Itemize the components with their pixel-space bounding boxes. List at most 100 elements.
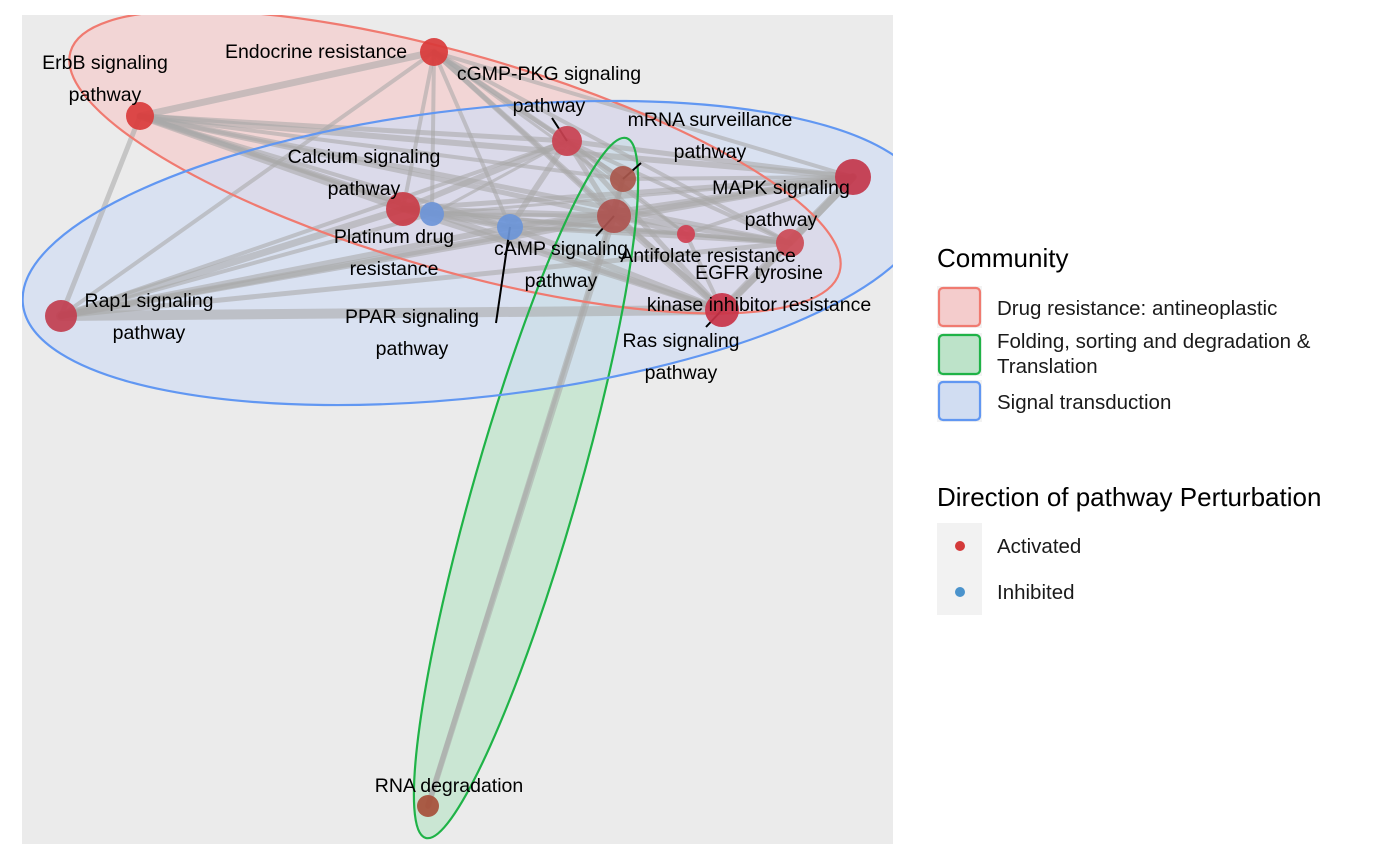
node-label-line: pathway — [69, 84, 142, 106]
node-label-mrna: mRNA surveillance pathway — [628, 109, 793, 163]
edge-cgmp-mapk — [564, 138, 856, 180]
node-label-ppar: PPAR signaling pathway — [345, 306, 479, 360]
node-label-line: Antifolate resistance — [620, 245, 796, 267]
node-label-line: resistance — [350, 258, 439, 280]
node-label-line: pathway — [525, 270, 598, 292]
node-label-ras: Ras signaling pathway — [622, 330, 739, 384]
nodes — [45, 38, 871, 817]
node-label-line: pathway — [513, 95, 586, 117]
node-mrna — [610, 166, 636, 192]
legend-community-swatch — [937, 333, 982, 376]
node-label-line: pathway — [745, 209, 818, 231]
node-label-line: pathway — [645, 362, 718, 384]
node-label-cgmp: cGMP-PKG signaling pathway — [457, 63, 641, 117]
edge-mapk-antifolate — [684, 175, 855, 236]
legend: Community Drug resistance: antineoplastic… — [937, 243, 1321, 615]
node-label-line: EGFR tyrosine — [695, 262, 823, 284]
community-hull-signal-transduction — [22, 99, 893, 407]
node-label-mapk: MAPK signaling pathway — [712, 177, 850, 231]
edge-erbb-egfr — [137, 113, 793, 246]
node-endocrine — [420, 38, 448, 66]
legend-label-line: Translation — [997, 355, 1098, 378]
node-mapk — [835, 159, 871, 195]
legend-community-label: Folding, sorting and degradation & Transl… — [997, 330, 1311, 378]
node-label-line: cAMP signaling — [494, 238, 628, 260]
legend-direction-title: Direction of pathway Perturbation — [937, 482, 1321, 512]
edge-erbb-rap1 — [58, 113, 143, 319]
node-rna-deg — [417, 795, 439, 817]
node-label-line: pathway — [328, 178, 401, 200]
node-label-line: Platinum drug — [334, 226, 454, 248]
node-label-erbb: ErbB signaling pathway — [42, 52, 168, 106]
edge-egfr-rap1 — [58, 240, 793, 319]
legend-dot-activated — [955, 541, 965, 551]
legend-community-swatch — [937, 286, 982, 328]
community-hull-drug-resistance — [68, 15, 842, 315]
node-labels: Endocrine resistance ErbB signaling pathwa… — [42, 41, 871, 797]
node-label-line: RNA degradation — [375, 775, 524, 797]
node-label-line: Calcium signaling — [288, 146, 441, 168]
edge-center-rna_deg — [425, 213, 617, 809]
node-center — [597, 199, 631, 233]
legend-community-title: Community — [937, 243, 1068, 273]
node-label-endocrine: Endocrine resistance — [225, 41, 407, 63]
edge-cgmp-platinum — [430, 139, 569, 216]
node-label-rap1: Rap1 signaling pathway — [84, 290, 213, 344]
edge-center-rap1 — [58, 213, 617, 319]
node-label-camp: cAMP signaling pathway — [494, 238, 628, 292]
node-ras — [705, 293, 739, 327]
edge-endocrine-erbb — [136, 48, 438, 120]
node-label-line: Ras signaling — [622, 330, 739, 352]
node-calcium — [386, 192, 420, 226]
edge-platinum-rap1 — [59, 212, 434, 318]
node-cgmp — [552, 126, 582, 156]
legend-direction-label: Activated — [997, 535, 1081, 558]
edge-center-ras — [610, 212, 726, 314]
edge-erbb-mrna — [138, 114, 625, 181]
node-label-line: Endocrine resistance — [225, 41, 407, 63]
node-label-line: kinase inhibitor resistance — [647, 294, 871, 316]
node-label-line: PPAR signaling — [345, 306, 479, 328]
legend-direction-label: Inhibited — [997, 581, 1075, 604]
edge-ras-rap1 — [56, 305, 727, 321]
node-label-egfr: EGFR tyrosine kinase inhibitor resistance — [647, 262, 871, 316]
edge-calcium-ras — [400, 206, 725, 313]
node-rap1 — [45, 300, 77, 332]
community-hull-outlines — [22, 15, 893, 840]
node-camp — [497, 214, 523, 240]
node-platinum — [420, 202, 444, 226]
legend-community-swatch — [937, 380, 982, 422]
node-label-antifolate: Antifolate resistance — [620, 245, 796, 267]
node-label-line: pathway — [674, 141, 747, 163]
node-antifolate — [677, 225, 695, 243]
community-hull-folding-translation — [412, 136, 640, 840]
node-label-line: Rap1 signaling — [84, 290, 213, 312]
legend-dot-inhibited — [955, 587, 965, 597]
node-label-line: mRNA surveillance — [628, 109, 793, 131]
edge-egfr-antifolate — [684, 232, 792, 245]
node-label-line: pathway — [376, 338, 449, 360]
node-label-line: MAPK signaling — [712, 177, 850, 199]
node-label-line: ErbB signaling — [42, 52, 168, 74]
edge-calcium-rap1 — [57, 205, 407, 320]
edge-endocrine-camp — [432, 50, 512, 229]
edge-mapk-mrna — [621, 175, 855, 181]
node-egfr — [776, 229, 804, 257]
plot-area: Endocrine resistance ErbB signaling pathwa… — [22, 15, 893, 840]
node-label-rna-deg: RNA degradation — [375, 775, 524, 797]
node-erbb — [126, 102, 154, 130]
label-leader-line — [495, 226, 511, 324]
legend-community-label: Signal transduction — [997, 391, 1171, 414]
node-label-line: cGMP-PKG signaling — [457, 63, 641, 85]
node-label-calcium: Calcium signaling pathway — [288, 146, 441, 200]
edges — [56, 48, 857, 809]
node-label-line: pathway — [113, 322, 186, 344]
edge-erbb-mapk — [137, 113, 856, 180]
edge-endocrine-rap1 — [59, 50, 436, 318]
edge-camp-ras — [507, 224, 725, 313]
node-label-platinum: Platinum drug resistance — [334, 226, 454, 280]
legend-community-label: Drug resistance: antineoplastic — [997, 297, 1277, 320]
edge-platinum-center — [430, 212, 616, 218]
edge-mapk-platinum — [430, 175, 855, 216]
